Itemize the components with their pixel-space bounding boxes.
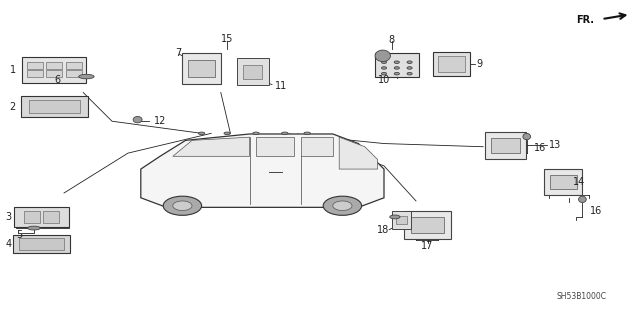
FancyBboxPatch shape <box>404 211 451 239</box>
Ellipse shape <box>198 132 205 135</box>
Ellipse shape <box>407 72 412 75</box>
FancyBboxPatch shape <box>44 211 60 223</box>
Ellipse shape <box>394 67 399 69</box>
Text: 14: 14 <box>573 177 585 187</box>
Ellipse shape <box>28 226 40 230</box>
Text: 18: 18 <box>377 225 389 235</box>
Ellipse shape <box>133 116 142 123</box>
Ellipse shape <box>381 72 387 75</box>
Text: 9: 9 <box>477 59 483 69</box>
FancyBboxPatch shape <box>392 211 411 229</box>
FancyBboxPatch shape <box>28 62 44 69</box>
Ellipse shape <box>407 61 412 63</box>
Ellipse shape <box>394 72 399 75</box>
Text: 6: 6 <box>54 75 61 85</box>
Text: 8: 8 <box>388 35 395 45</box>
Ellipse shape <box>304 132 310 135</box>
FancyBboxPatch shape <box>485 132 526 159</box>
Ellipse shape <box>523 133 531 140</box>
Ellipse shape <box>282 132 288 135</box>
FancyBboxPatch shape <box>412 217 444 233</box>
Polygon shape <box>173 137 250 156</box>
FancyBboxPatch shape <box>66 70 82 77</box>
FancyBboxPatch shape <box>66 62 82 69</box>
FancyBboxPatch shape <box>491 138 520 152</box>
Text: 5: 5 <box>16 230 22 240</box>
Ellipse shape <box>407 67 412 69</box>
FancyBboxPatch shape <box>13 235 70 253</box>
Polygon shape <box>301 137 333 156</box>
Text: 4: 4 <box>5 239 12 249</box>
Text: 3: 3 <box>5 212 12 222</box>
Ellipse shape <box>394 61 399 63</box>
Text: 13: 13 <box>548 140 561 150</box>
Text: 15: 15 <box>221 34 234 44</box>
Ellipse shape <box>253 132 259 135</box>
FancyBboxPatch shape <box>28 70 44 77</box>
FancyBboxPatch shape <box>47 62 63 69</box>
Ellipse shape <box>381 61 387 63</box>
FancyBboxPatch shape <box>19 239 64 249</box>
Ellipse shape <box>224 132 230 135</box>
Circle shape <box>173 201 192 211</box>
Ellipse shape <box>375 50 390 62</box>
FancyBboxPatch shape <box>243 65 262 78</box>
Text: 16: 16 <box>534 143 547 153</box>
FancyBboxPatch shape <box>47 70 63 77</box>
FancyBboxPatch shape <box>550 175 577 189</box>
FancyBboxPatch shape <box>29 100 80 113</box>
Text: 1: 1 <box>10 65 16 75</box>
Text: 16: 16 <box>590 206 602 216</box>
FancyBboxPatch shape <box>22 57 86 83</box>
Circle shape <box>163 196 202 215</box>
Ellipse shape <box>381 67 387 69</box>
FancyBboxPatch shape <box>375 54 419 77</box>
Text: FR.: FR. <box>576 15 594 25</box>
FancyBboxPatch shape <box>21 96 88 117</box>
FancyBboxPatch shape <box>237 58 269 85</box>
Circle shape <box>323 196 362 215</box>
Polygon shape <box>339 137 378 169</box>
Text: 17: 17 <box>421 241 434 251</box>
FancyBboxPatch shape <box>188 60 215 77</box>
Polygon shape <box>141 134 384 207</box>
FancyBboxPatch shape <box>182 54 221 84</box>
Text: 2: 2 <box>10 102 16 112</box>
Ellipse shape <box>79 74 94 79</box>
Text: 11: 11 <box>275 81 287 91</box>
FancyBboxPatch shape <box>24 211 40 223</box>
Text: 10: 10 <box>378 75 390 85</box>
FancyBboxPatch shape <box>14 207 69 227</box>
Polygon shape <box>256 137 294 156</box>
FancyBboxPatch shape <box>544 169 582 195</box>
Ellipse shape <box>390 215 400 219</box>
FancyBboxPatch shape <box>433 52 470 76</box>
FancyBboxPatch shape <box>438 56 465 72</box>
Circle shape <box>333 201 352 211</box>
Text: 7: 7 <box>175 48 181 58</box>
Text: SH53B1000C: SH53B1000C <box>557 293 607 301</box>
Ellipse shape <box>579 196 586 203</box>
Text: 12: 12 <box>154 116 166 126</box>
FancyBboxPatch shape <box>396 216 407 225</box>
